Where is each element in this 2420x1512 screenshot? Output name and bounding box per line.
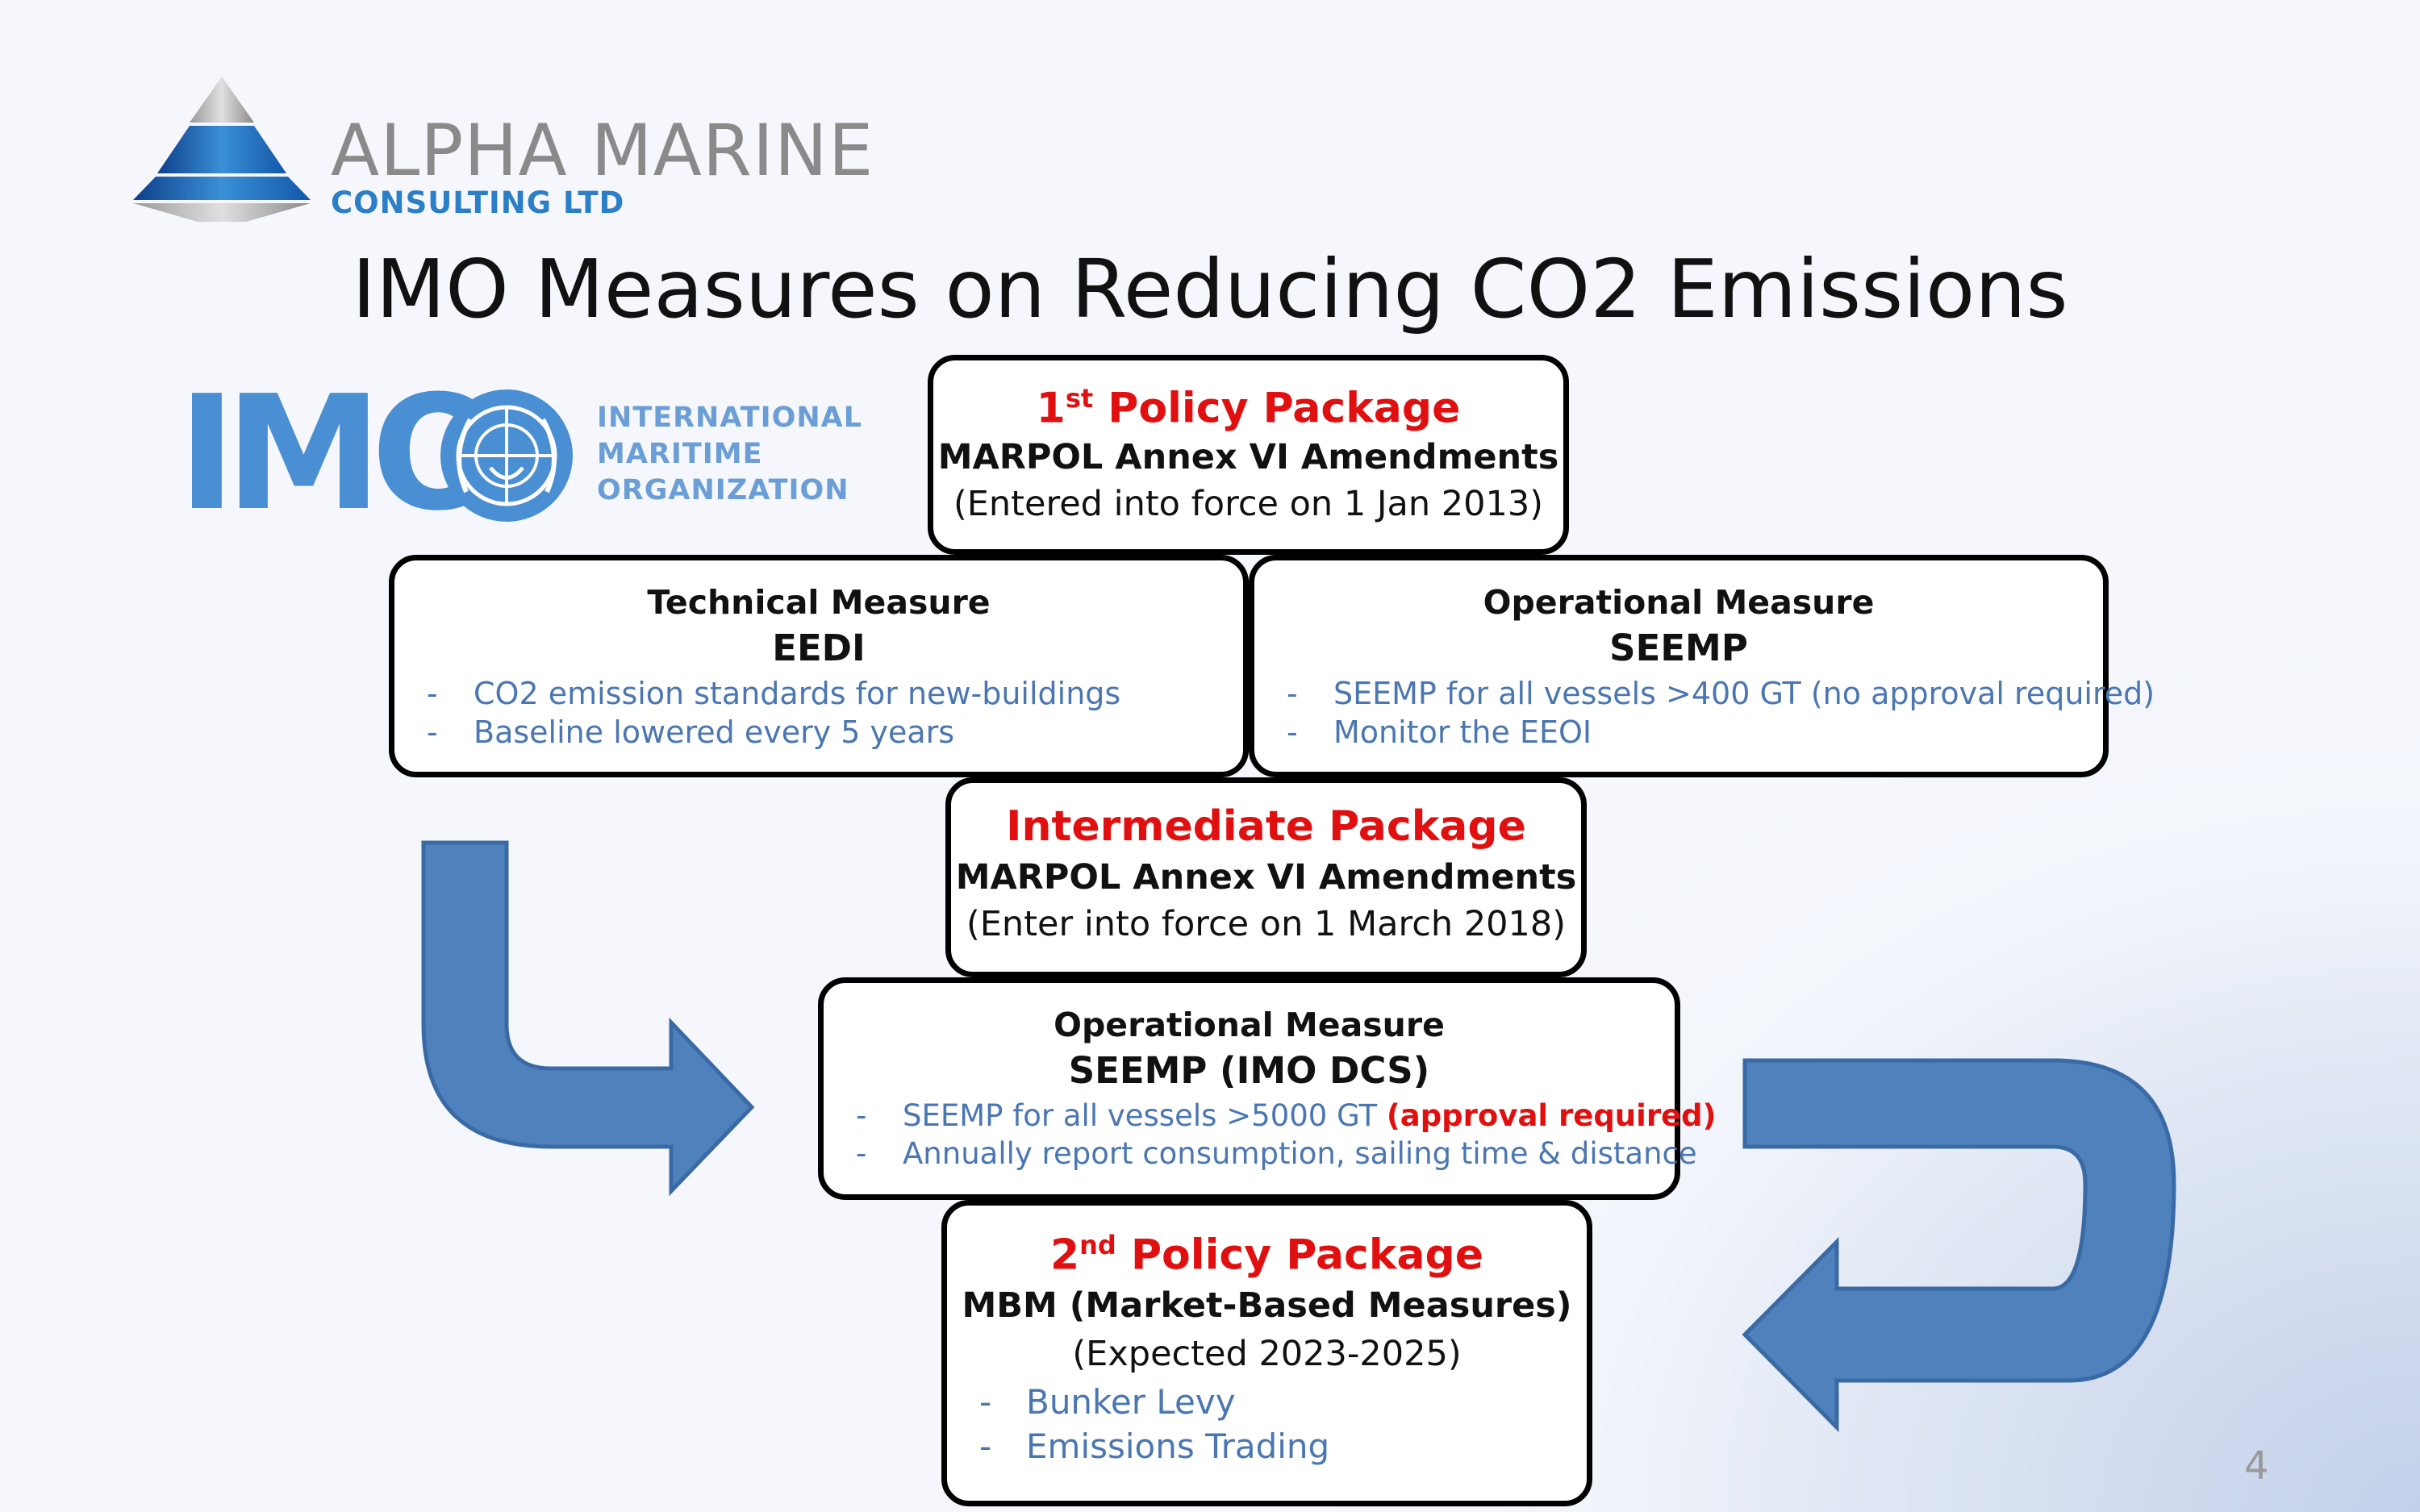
pyramid-logo-icon [133, 77, 311, 222]
logo-sub-text: CONSULTING LTD [331, 185, 625, 220]
policy-package-2-box: 2nd Policy Package MBM (Market-Based Mea… [941, 1200, 1592, 1506]
company-logo: ALPHA MARINE CONSULTING LTD [125, 73, 873, 234]
imo-org-line-2: MARITIME [597, 438, 763, 470]
un-emblem-icon [440, 389, 573, 522]
intermediate-package-box: Intermediate Package MARPOL Annex VI Ame… [945, 777, 1587, 977]
dcs-bullet-1: - SEEMP for all vessels >5000 GT (approva… [856, 1098, 1717, 1133]
technical-measure-box: Technical Measure EEDI - CO2 emission sta… [389, 555, 1249, 777]
imo-org-line-1: INTERNATIONAL [597, 402, 863, 434]
technical-measure-name: EEDI [772, 627, 866, 669]
policy-package-2-heading: 2nd Policy Package [1049, 1230, 1484, 1280]
policy-package-1-line2: (Entered into force on 1 Jan 2013) [953, 484, 1544, 525]
operational-bullet-1: - SEEMP for all vessels >400 GT (no appro… [1287, 676, 2155, 711]
policy-package-2-line1: MBM (Market-Based Measures) [962, 1285, 1572, 1327]
policy-package-2-bullet-1: - Bunker Levy [979, 1382, 1236, 1422]
dcs-measure-name: SEEMP (IMO DCS) [1068, 1049, 1430, 1092]
dcs-bullet-2: - Annually report consumption, sailing ti… [856, 1136, 1697, 1171]
seemp-dcs-box: Operational Measure SEEMP (IMO DCS) - SEE… [818, 977, 1717, 1200]
intermediate-package-line2: (Enter into force on 1 March 2018) [966, 904, 1567, 944]
approval-required-text: (approval required) [1386, 1098, 1717, 1133]
down-right-arrow-icon [421, 840, 755, 1197]
operational-bullet-2: - Monitor the EEOI [1287, 714, 1592, 750]
operational-measure-name: SEEMP [1609, 627, 1748, 669]
intermediate-package-line1: MARPOL Annex VI Amendments [955, 857, 1577, 898]
technical-measure-label: Technical Measure [647, 583, 991, 622]
policy-package-1-box: 1st Policy Package MARPOL Annex VI Amend… [928, 355, 1569, 555]
imo-logo: IMO INTERNATIONAL MARITIME ORGANIZATION [177, 375, 887, 533]
page-number: 4 [2244, 1443, 2269, 1489]
policy-package-1-line1: MARPOL Annex VI Amendments [937, 437, 1559, 478]
operational-measure-label: Operational Measure [1483, 583, 1875, 622]
dcs-measure-label: Operational Measure [1054, 1006, 1445, 1044]
operational-measure-box: Operational Measure SEEMP - SEEMP for all… [1249, 555, 2155, 777]
imo-org-line-3: ORGANIZATION [597, 474, 849, 506]
slide-title: IMO Measures on Reducing CO2 Emissions [352, 242, 2068, 336]
policy-package-2-bullet-2: - Emissions Trading [979, 1427, 1330, 1467]
intermediate-package-heading: Intermediate Package [1006, 802, 1526, 851]
technical-bullet-1: - CO2 emission standards for new-building… [427, 676, 1121, 711]
policy-package-1-heading: 1st Policy Package [1036, 383, 1461, 433]
logo-main-text: ALPHA MARINE [331, 109, 874, 192]
policy-package-2-line2: (Expected 2023-2025) [1072, 1334, 1462, 1375]
technical-bullet-2: - Baseline lowered every 5 years [427, 714, 955, 750]
right-side-u-turn-arrow-icon [1742, 1058, 2176, 1433]
